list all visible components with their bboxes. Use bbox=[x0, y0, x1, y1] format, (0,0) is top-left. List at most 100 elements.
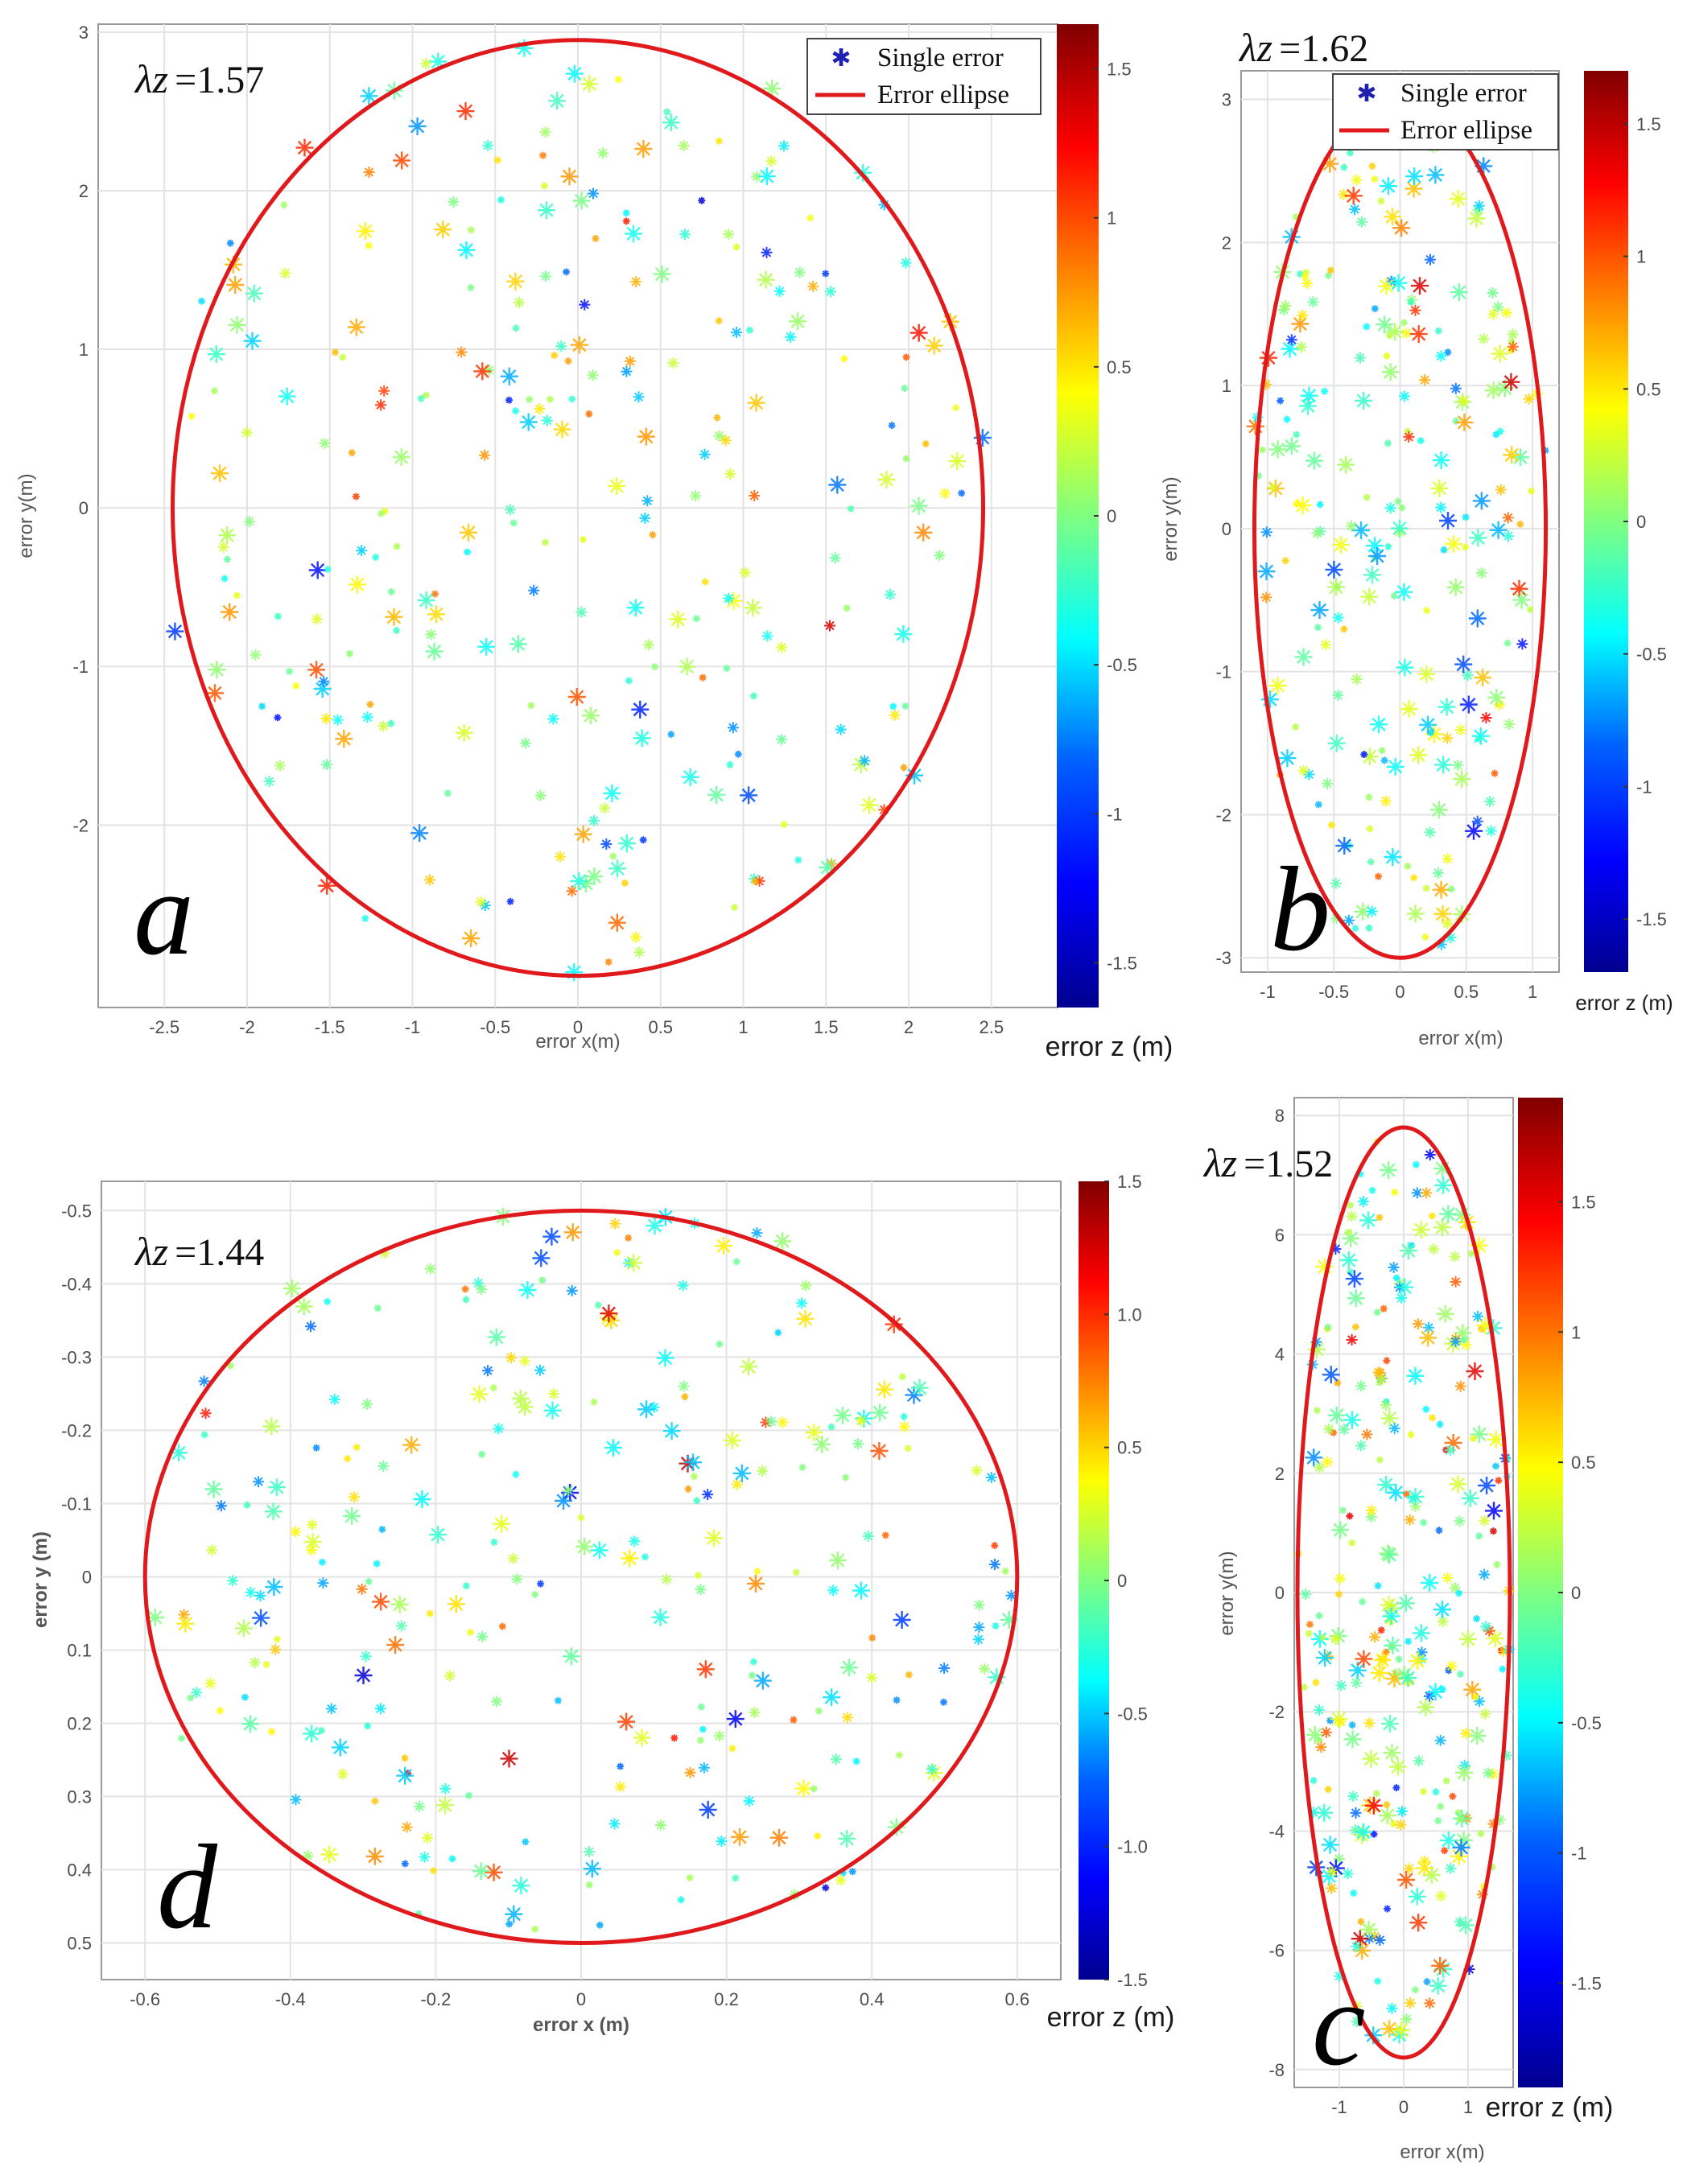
data-point bbox=[696, 1660, 715, 1679]
data-point bbox=[532, 1249, 551, 1267]
data-point bbox=[1360, 587, 1379, 606]
data-point bbox=[348, 575, 366, 594]
data-point bbox=[401, 1754, 409, 1762]
data-point bbox=[1466, 1362, 1484, 1380]
data-point bbox=[435, 1796, 454, 1815]
data-point bbox=[1332, 612, 1344, 624]
data-point bbox=[1349, 1824, 1361, 1836]
data-point bbox=[774, 1329, 782, 1337]
data-point bbox=[1498, 1646, 1510, 1657]
data-point bbox=[622, 217, 630, 225]
data-point bbox=[1300, 1589, 1312, 1601]
data-point bbox=[684, 1453, 702, 1472]
data-point bbox=[807, 280, 819, 292]
data-point bbox=[1370, 715, 1388, 734]
x-tick-label: -0.4 bbox=[275, 1989, 306, 2009]
data-point bbox=[204, 1480, 223, 1498]
legend-error-ellipse: Error ellipse bbox=[877, 80, 1009, 109]
data-point bbox=[223, 555, 231, 563]
data-point bbox=[1260, 690, 1279, 709]
data-point bbox=[539, 151, 547, 159]
x-tick-label: 0.6 bbox=[1005, 1989, 1030, 2009]
data-point bbox=[567, 688, 586, 706]
data-point bbox=[290, 1526, 302, 1538]
data-point bbox=[1001, 1568, 1009, 1575]
data-point bbox=[534, 1364, 546, 1376]
data-point bbox=[472, 1277, 485, 1289]
data-point bbox=[361, 1398, 373, 1410]
data-point bbox=[1467, 1250, 1475, 1258]
data-point bbox=[749, 692, 757, 700]
data-point bbox=[1523, 393, 1535, 405]
data-point bbox=[565, 963, 584, 982]
data-point bbox=[1363, 493, 1371, 501]
data-point bbox=[1485, 1502, 1503, 1520]
x-tick-label: 1.5 bbox=[814, 1017, 839, 1037]
data-point bbox=[1357, 1918, 1365, 1926]
data-point bbox=[434, 220, 452, 239]
data-point bbox=[1371, 305, 1379, 313]
points-c bbox=[1294, 1138, 1516, 2045]
data-point bbox=[1400, 2013, 1413, 2025]
data-point bbox=[1343, 914, 1355, 926]
data-point bbox=[286, 667, 294, 675]
data-point bbox=[697, 1703, 705, 1711]
data-point bbox=[484, 364, 495, 376]
data-point bbox=[1308, 1340, 1326, 1358]
data-point bbox=[731, 904, 738, 911]
data-point bbox=[751, 171, 763, 183]
data-point bbox=[749, 1671, 757, 1679]
data-point bbox=[1339, 1251, 1358, 1269]
data-point bbox=[1409, 1652, 1427, 1671]
data-point bbox=[651, 1608, 670, 1626]
data-point bbox=[1421, 1187, 1433, 1199]
data-point bbox=[1310, 1777, 1318, 1785]
data-point bbox=[475, 896, 487, 908]
data-point bbox=[538, 1276, 547, 1284]
y-tick-label: -0.4 bbox=[61, 1274, 92, 1294]
data-point bbox=[1463, 1680, 1482, 1699]
data-point bbox=[467, 283, 475, 291]
x-tick-label: 0.2 bbox=[714, 1989, 739, 2009]
data-point bbox=[1305, 1448, 1323, 1467]
data-point bbox=[1383, 1357, 1391, 1365]
data-point bbox=[1326, 578, 1345, 596]
data-point bbox=[575, 606, 588, 618]
data-point bbox=[1428, 1243, 1440, 1255]
data-point bbox=[900, 257, 912, 269]
data-point bbox=[443, 789, 452, 797]
data-point bbox=[243, 332, 262, 350]
data-point bbox=[307, 661, 326, 679]
data-point bbox=[1411, 277, 1429, 295]
data-point bbox=[228, 315, 246, 334]
data-point bbox=[698, 196, 706, 204]
data-point bbox=[512, 407, 520, 415]
data-point bbox=[1454, 1831, 1473, 1849]
data-point bbox=[1424, 1149, 1436, 1160]
data-point bbox=[596, 1921, 604, 1929]
data-point bbox=[1283, 415, 1291, 423]
data-point bbox=[575, 1537, 594, 1556]
colorbar-tick-label: 1.5 bbox=[1636, 114, 1661, 134]
colorbar-tick-label: 0 bbox=[1571, 1583, 1581, 1603]
data-point bbox=[1391, 1189, 1399, 1196]
colorbar-tick-label: 1.5 bbox=[1571, 1192, 1596, 1212]
data-point bbox=[372, 1593, 390, 1611]
data-point bbox=[373, 1560, 381, 1568]
data-point bbox=[1449, 190, 1467, 208]
data-point bbox=[373, 1304, 382, 1312]
data-point bbox=[1452, 1838, 1470, 1856]
data-point bbox=[200, 1431, 208, 1439]
data-point bbox=[547, 713, 559, 725]
data-point bbox=[870, 1442, 889, 1460]
legend-error-ellipse: Error ellipse bbox=[1400, 116, 1532, 145]
data-point bbox=[562, 1647, 580, 1666]
data-point bbox=[1454, 1324, 1472, 1342]
data-point bbox=[241, 1693, 249, 1701]
y-tick-label: -4 bbox=[1268, 1821, 1285, 1841]
data-point bbox=[726, 1710, 745, 1729]
data-point bbox=[1375, 872, 1382, 880]
panel-d: -0.6 -0.4 -0.2 0 0.2 0.4 0.6 0.5 0.4 0.3 0.2 0.1 0 -0… bbox=[30, 1172, 1174, 2036]
x-tick-label: 1 bbox=[738, 1017, 748, 1037]
legend-marker-icon: ✱ bbox=[1356, 80, 1376, 107]
